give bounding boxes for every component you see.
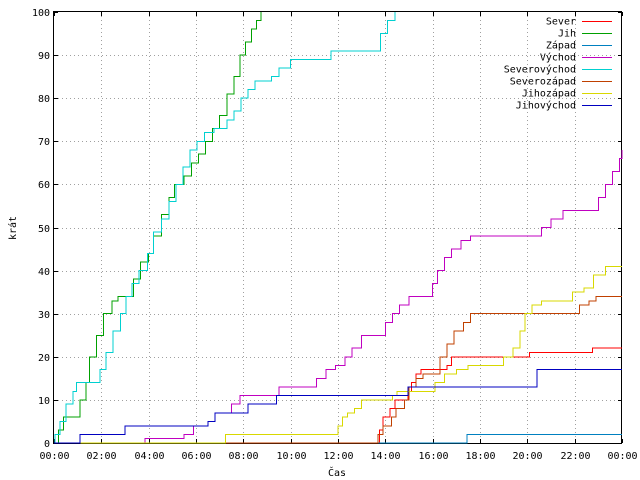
- x-tick-label: 16:00: [418, 451, 448, 462]
- y-tick-label: 80: [38, 94, 50, 105]
- legend-label: Sever: [546, 17, 576, 28]
- tick-layer: 0 10 20 30 40 50 60 70 80 90 100 00:00 02:00 04:00 06:…: [32, 8, 638, 462]
- y-tick-label: 30: [38, 310, 50, 321]
- series-line-6: [54, 265, 622, 444]
- x-tick-label: 00:00: [607, 451, 637, 462]
- y-axis-title: krát: [7, 216, 19, 240]
- y-tick-label: 20: [38, 353, 50, 364]
- y-tick-label: 10: [38, 396, 50, 407]
- series-line-1: [54, 12, 262, 444]
- y-tick-label: 90: [38, 51, 50, 62]
- legend-label: Jihozápad: [522, 88, 576, 100]
- x-tick-label: 00:00: [39, 451, 69, 462]
- series-layer: [54, 12, 623, 444]
- legend-label: Jihovýchod: [516, 100, 576, 112]
- legend: SeverJihZápadVýchodSeverovýchodSeverozáp…: [504, 17, 612, 112]
- y-tick-label: 0: [44, 439, 50, 450]
- y-tick-label: 60: [38, 180, 50, 191]
- x-tick-label: 06:00: [181, 451, 211, 462]
- grid-layer: [54, 12, 622, 443]
- x-tick-label: 22:00: [560, 451, 590, 462]
- series-line-5: [54, 296, 622, 444]
- series-line-4: [54, 12, 396, 444]
- x-tick-label: 10:00: [276, 451, 306, 462]
- x-tick-label: 02:00: [86, 451, 116, 462]
- y-tick-label: 70: [38, 137, 50, 148]
- legend-label: Severovýchod: [504, 64, 576, 76]
- x-tick-label: 14:00: [370, 451, 400, 462]
- y-tick-label: 50: [38, 224, 50, 235]
- x-tick-label: 12:00: [323, 451, 353, 462]
- x-tick-label: 18:00: [465, 451, 495, 462]
- x-tick-label: 04:00: [134, 451, 164, 462]
- y-tick-label: 100: [32, 8, 50, 19]
- x-tick-label: 20:00: [512, 451, 542, 462]
- x-axis-title: Čas: [328, 466, 346, 479]
- legend-label: Východ: [540, 52, 576, 64]
- x-tick-label: 08:00: [228, 451, 258, 462]
- legend-label: Jih: [558, 29, 576, 40]
- legend-label: Severozápad: [510, 76, 576, 88]
- series-line-7: [54, 369, 622, 444]
- y-tick-label: 40: [38, 267, 50, 278]
- legend-label: Západ: [546, 40, 576, 52]
